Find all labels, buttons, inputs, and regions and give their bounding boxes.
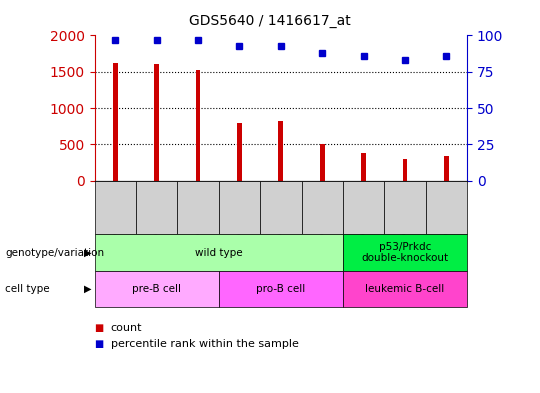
Text: leukemic B-cell: leukemic B-cell — [366, 284, 444, 294]
Text: ■: ■ — [94, 323, 104, 333]
Text: p53/Prkdc
double-knockout: p53/Prkdc double-knockout — [361, 242, 449, 263]
Text: cell type: cell type — [5, 284, 50, 294]
Bar — [113, 63, 118, 181]
Text: ▶: ▶ — [84, 248, 92, 257]
Bar — [195, 70, 200, 181]
Text: pre-B cell: pre-B cell — [132, 284, 181, 294]
Bar — [320, 144, 325, 181]
Bar — [402, 159, 408, 181]
Text: ▶: ▶ — [84, 284, 92, 294]
Text: wild type: wild type — [195, 248, 242, 257]
Bar — [154, 64, 159, 181]
Bar — [444, 156, 449, 181]
Bar — [361, 153, 366, 181]
Bar — [237, 123, 242, 181]
Text: ■: ■ — [94, 339, 104, 349]
Bar — [278, 121, 284, 181]
Text: genotype/variation: genotype/variation — [5, 248, 105, 257]
Text: count: count — [111, 323, 142, 333]
Text: pro-B cell: pro-B cell — [256, 284, 306, 294]
Text: percentile rank within the sample: percentile rank within the sample — [111, 339, 299, 349]
Text: GDS5640 / 1416617_at: GDS5640 / 1416617_at — [189, 14, 351, 28]
